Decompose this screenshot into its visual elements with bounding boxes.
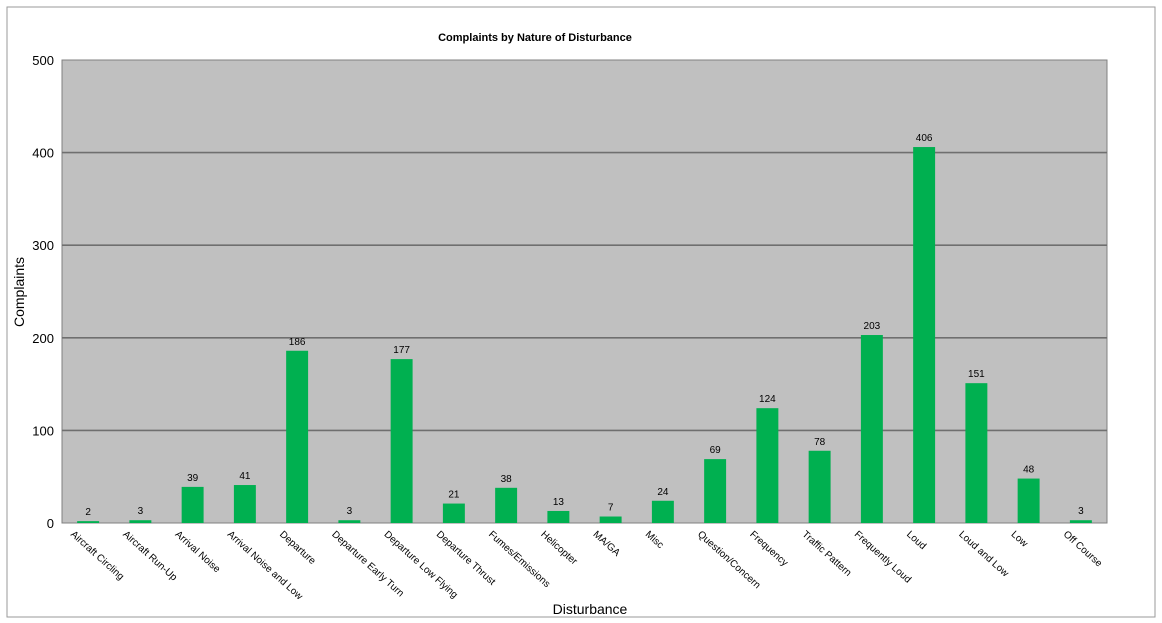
bar — [233, 485, 256, 523]
bar — [965, 383, 988, 523]
bar — [547, 510, 570, 523]
bar — [495, 487, 518, 523]
chart-title: Complaints by Nature of Disturbance — [438, 32, 632, 44]
data-label: 38 — [501, 474, 513, 485]
data-label: 7 — [608, 503, 614, 514]
data-label: 21 — [448, 490, 460, 501]
bar — [390, 359, 413, 523]
bars — [77, 147, 1092, 523]
bar — [1017, 478, 1040, 523]
bar — [860, 335, 883, 523]
data-label: 13 — [553, 497, 565, 508]
y-tick-label: 300 — [32, 238, 54, 253]
bar — [756, 408, 779, 523]
data-label: 3 — [1078, 506, 1084, 517]
y-tick-label: 100 — [32, 423, 54, 438]
data-label: 41 — [239, 471, 251, 482]
bar — [286, 350, 309, 523]
data-label: 151 — [968, 369, 985, 380]
bar — [808, 450, 831, 523]
data-label: 3 — [138, 506, 144, 517]
y-tick-label: 500 — [32, 53, 54, 68]
bar — [913, 147, 936, 523]
data-label: 203 — [864, 321, 881, 332]
y-axis-title: Complaints — [11, 257, 27, 327]
y-tick-label: 200 — [32, 331, 54, 346]
data-label: 24 — [657, 487, 669, 498]
bar — [442, 503, 465, 523]
data-label: 69 — [710, 445, 722, 456]
data-label: 48 — [1023, 465, 1035, 476]
bar — [599, 516, 622, 523]
data-label: 406 — [916, 133, 933, 144]
bar — [704, 459, 727, 523]
data-label: 186 — [289, 337, 306, 348]
y-tick-label: 0 — [47, 516, 54, 531]
y-axis-ticks: 0 100 200 300 400 500 — [32, 53, 54, 531]
y-tick-label: 400 — [32, 146, 54, 161]
bar — [129, 520, 152, 523]
bar — [181, 486, 204, 523]
bar — [338, 520, 361, 523]
data-label: 2 — [85, 507, 91, 518]
data-labels: 2 3 39 41 186 3 177 21 38 13 7 24 69 124 78 203 406 151 48… — [85, 133, 1084, 518]
bar — [651, 500, 674, 523]
data-label: 78 — [814, 437, 826, 448]
data-label: 3 — [347, 506, 353, 517]
data-label: 39 — [187, 473, 199, 484]
bar — [1069, 520, 1092, 523]
data-label: 124 — [759, 394, 776, 405]
data-label: 177 — [393, 345, 410, 356]
plot-area — [61, 59, 1108, 524]
x-axis-title: Disturbance — [553, 601, 628, 617]
bar — [77, 521, 100, 523]
